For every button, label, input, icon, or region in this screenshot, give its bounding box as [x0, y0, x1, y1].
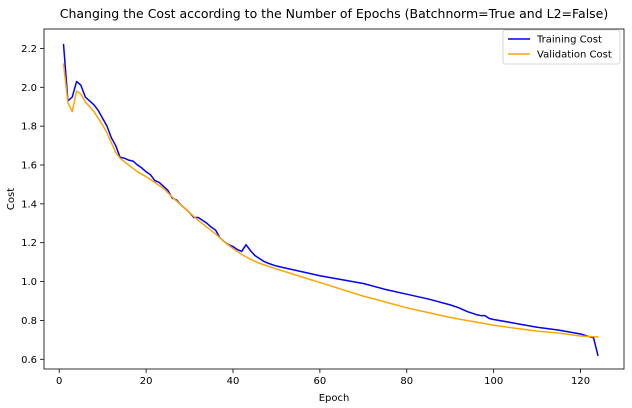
legend-label-validation-cost: Validation Cost: [537, 50, 612, 61]
y-axis-ticks: 0.6 0.8 1.0 1.2 1.4 1.6 1.8 2.0 2.2: [21, 44, 44, 366]
y-tick-label: 1.6: [21, 161, 37, 172]
series-layer: [62, 43, 599, 357]
y-tick-label: 1.4: [21, 199, 37, 210]
x-axis-label: Epoch: [319, 393, 350, 404]
legend-label-training-cost: Training Cost: [536, 35, 602, 46]
chart-title: Changing the Cost according to the Numbe…: [60, 6, 609, 21]
x-tick-label: 40: [227, 376, 240, 387]
legend-box: [502, 29, 621, 65]
legend: Training Cost Validation Cost: [502, 29, 621, 65]
series-line-validation-cost: [62, 63, 599, 338]
x-tick-label: 80: [400, 376, 413, 387]
x-tick-label: 0: [56, 376, 62, 387]
y-tick-label: 2.2: [21, 44, 37, 55]
y-tick-label: 1.2: [21, 238, 37, 249]
y-tick-label: 1.0: [21, 277, 37, 288]
x-tick-label: 120: [571, 376, 590, 387]
y-tick-label: 1.8: [21, 122, 37, 133]
x-tick-label: 60: [314, 376, 327, 387]
x-tick-label: 100: [484, 376, 503, 387]
series-line-training-cost: [62, 43, 599, 357]
y-tick-label: 2.0: [21, 83, 37, 94]
plot-area: [43, 28, 625, 370]
y-axis-label: Cost: [6, 188, 17, 210]
x-axis-ticks: 0 20 40 60 80 100 120: [56, 369, 590, 387]
x-tick-label: 20: [140, 376, 153, 387]
y-tick-label: 0.8: [21, 316, 37, 327]
y-tick-label: 0.6: [21, 355, 37, 366]
plot-frame: [43, 28, 625, 370]
